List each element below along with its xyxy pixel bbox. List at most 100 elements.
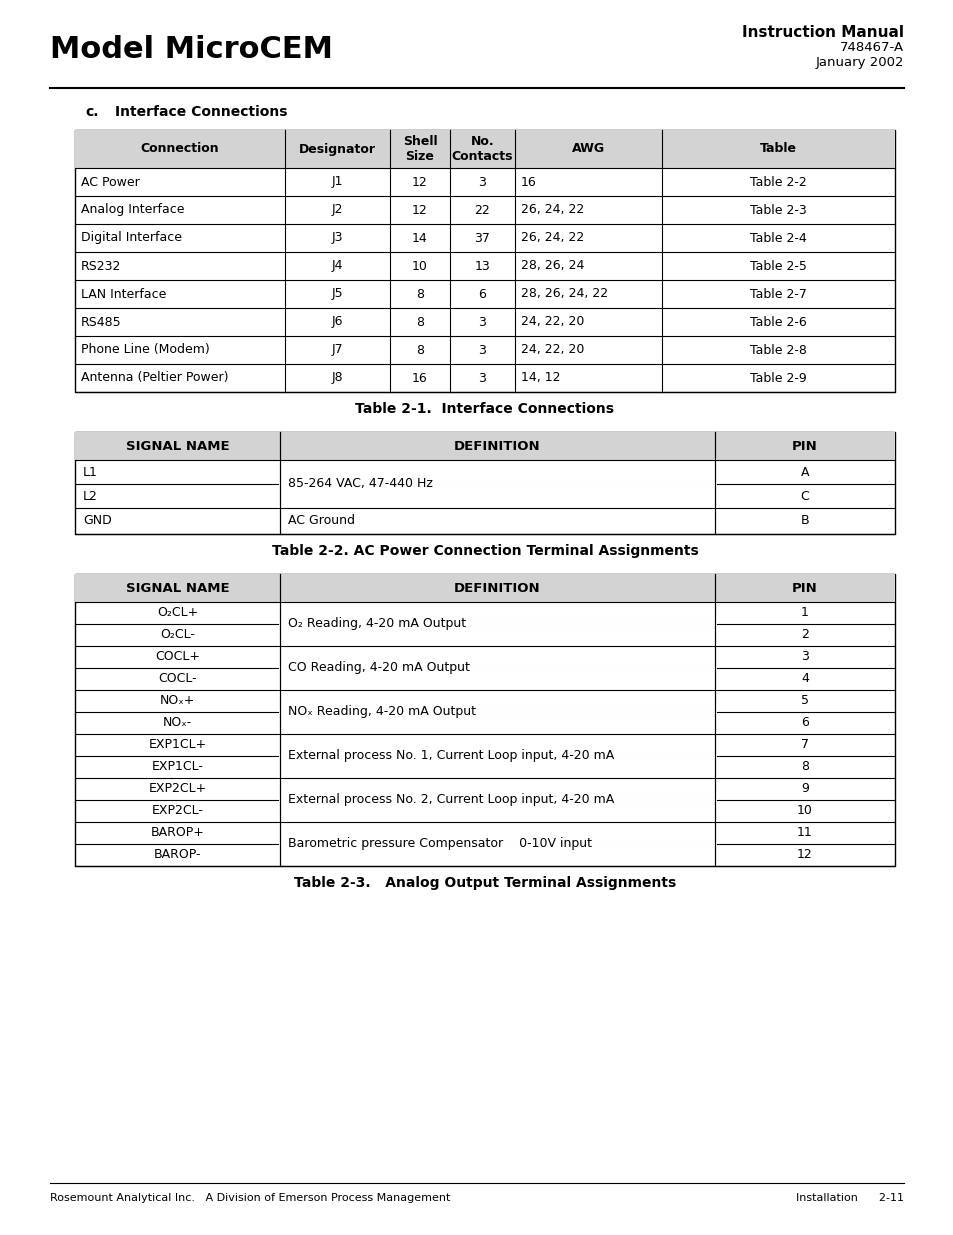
Text: L1: L1 — [83, 466, 98, 478]
Text: Table 2-2: Table 2-2 — [749, 175, 806, 189]
Text: 3: 3 — [478, 372, 486, 384]
Text: BAROP-: BAROP- — [153, 848, 201, 862]
Text: EXP2CL-: EXP2CL- — [152, 804, 203, 818]
Text: Table 2-8: Table 2-8 — [749, 343, 806, 357]
Text: J5: J5 — [332, 288, 343, 300]
Text: 7: 7 — [801, 739, 808, 752]
Text: Shell
Size: Shell Size — [402, 135, 436, 163]
Text: 3: 3 — [478, 175, 486, 189]
Text: J2: J2 — [332, 204, 343, 216]
Text: 26, 24, 22: 26, 24, 22 — [520, 231, 583, 245]
Text: No.
Contacts: No. Contacts — [452, 135, 513, 163]
Text: 16: 16 — [520, 175, 537, 189]
Text: AC Power: AC Power — [81, 175, 139, 189]
Text: O₂CL+: O₂CL+ — [156, 606, 198, 620]
Text: 14, 12: 14, 12 — [520, 372, 560, 384]
Text: O₂CL-: O₂CL- — [160, 629, 194, 641]
Text: 8: 8 — [416, 315, 423, 329]
Text: 4: 4 — [801, 673, 808, 685]
Text: NOₓ-: NOₓ- — [163, 716, 192, 730]
Text: Table: Table — [760, 142, 796, 156]
Text: 3: 3 — [801, 651, 808, 663]
Bar — [75, 574, 894, 601]
Text: COCL+: COCL+ — [154, 651, 200, 663]
Text: Rosemount Analytical Inc.   A Division of Emerson Process Management: Rosemount Analytical Inc. A Division of … — [50, 1193, 450, 1203]
Text: 16: 16 — [412, 372, 428, 384]
Text: Table 2-4: Table 2-4 — [749, 231, 806, 245]
Text: 22: 22 — [475, 204, 490, 216]
Text: 26, 24, 22: 26, 24, 22 — [520, 204, 583, 216]
Text: Instruction Manual: Instruction Manual — [741, 25, 903, 40]
Text: 24, 22, 20: 24, 22, 20 — [520, 343, 584, 357]
Text: J1: J1 — [332, 175, 343, 189]
Text: C: C — [800, 489, 808, 503]
Text: LAN Interface: LAN Interface — [81, 288, 166, 300]
Text: A: A — [800, 466, 808, 478]
Bar — [75, 130, 894, 168]
Text: 12: 12 — [412, 175, 428, 189]
Text: 8: 8 — [416, 288, 423, 300]
Text: Connection: Connection — [140, 142, 219, 156]
Bar — [75, 432, 894, 534]
Text: 14: 14 — [412, 231, 428, 245]
Text: Designator: Designator — [298, 142, 375, 156]
Text: External process No. 2, Current Loop input, 4-20 mA: External process No. 2, Current Loop inp… — [288, 794, 614, 806]
Text: J4: J4 — [332, 259, 343, 273]
Text: 12: 12 — [412, 204, 428, 216]
Text: Table 2-3: Table 2-3 — [749, 204, 806, 216]
Text: c.: c. — [85, 105, 98, 119]
Text: 748467-A: 748467-A — [839, 41, 903, 54]
Text: 9: 9 — [801, 783, 808, 795]
Text: DEFINITION: DEFINITION — [454, 440, 540, 452]
Text: Phone Line (Modem): Phone Line (Modem) — [81, 343, 210, 357]
Text: B: B — [800, 515, 808, 527]
Text: AWG: AWG — [572, 142, 604, 156]
Text: 1: 1 — [801, 606, 808, 620]
Text: EXP1CL-: EXP1CL- — [152, 761, 203, 773]
Text: 2: 2 — [801, 629, 808, 641]
Text: 28, 26, 24, 22: 28, 26, 24, 22 — [520, 288, 607, 300]
Bar — [75, 130, 894, 391]
Text: Interface Connections: Interface Connections — [115, 105, 287, 119]
Text: Model MicroCEM: Model MicroCEM — [50, 35, 333, 64]
Text: 13: 13 — [475, 259, 490, 273]
Bar — [75, 432, 894, 459]
Text: SIGNAL NAME: SIGNAL NAME — [126, 440, 229, 452]
Text: Digital Interface: Digital Interface — [81, 231, 182, 245]
Text: L2: L2 — [83, 489, 98, 503]
Text: Table 2-3.   Analog Output Terminal Assignments: Table 2-3. Analog Output Terminal Assign… — [294, 876, 676, 890]
Text: EXP1CL+: EXP1CL+ — [149, 739, 207, 752]
Text: 10: 10 — [796, 804, 812, 818]
Text: 24, 22, 20: 24, 22, 20 — [520, 315, 584, 329]
Text: Table 2-6: Table 2-6 — [749, 315, 806, 329]
Text: 28, 26, 24: 28, 26, 24 — [520, 259, 584, 273]
Text: COCL-: COCL- — [158, 673, 196, 685]
Text: EXP2CL+: EXP2CL+ — [149, 783, 207, 795]
Text: 11: 11 — [797, 826, 812, 840]
Text: 3: 3 — [478, 343, 486, 357]
Text: 5: 5 — [801, 694, 808, 708]
Text: J7: J7 — [332, 343, 343, 357]
Text: 6: 6 — [801, 716, 808, 730]
Text: NOₓ+: NOₓ+ — [160, 694, 195, 708]
Text: O₂ Reading, 4-20 mA Output: O₂ Reading, 4-20 mA Output — [288, 618, 466, 631]
Text: J6: J6 — [332, 315, 343, 329]
Text: 37: 37 — [474, 231, 490, 245]
Text: Table 2-5: Table 2-5 — [749, 259, 806, 273]
Text: Antenna (Peltier Power): Antenna (Peltier Power) — [81, 372, 229, 384]
Text: 8: 8 — [416, 343, 423, 357]
Text: SIGNAL NAME: SIGNAL NAME — [126, 582, 229, 594]
Text: RS232: RS232 — [81, 259, 121, 273]
Text: J3: J3 — [332, 231, 343, 245]
Text: External process No. 1, Current Loop input, 4-20 mA: External process No. 1, Current Loop inp… — [288, 750, 614, 762]
Text: Table 2-2. AC Power Connection Terminal Assignments: Table 2-2. AC Power Connection Terminal … — [272, 543, 698, 558]
Text: 85-264 VAC, 47-440 Hz: 85-264 VAC, 47-440 Hz — [288, 478, 433, 490]
Text: GND: GND — [83, 515, 112, 527]
Text: 10: 10 — [412, 259, 428, 273]
Text: Table 2-1.  Interface Connections: Table 2-1. Interface Connections — [355, 403, 614, 416]
Text: Analog Interface: Analog Interface — [81, 204, 184, 216]
Bar — [75, 574, 894, 866]
Text: 12: 12 — [797, 848, 812, 862]
Text: J8: J8 — [332, 372, 343, 384]
Text: RS485: RS485 — [81, 315, 121, 329]
